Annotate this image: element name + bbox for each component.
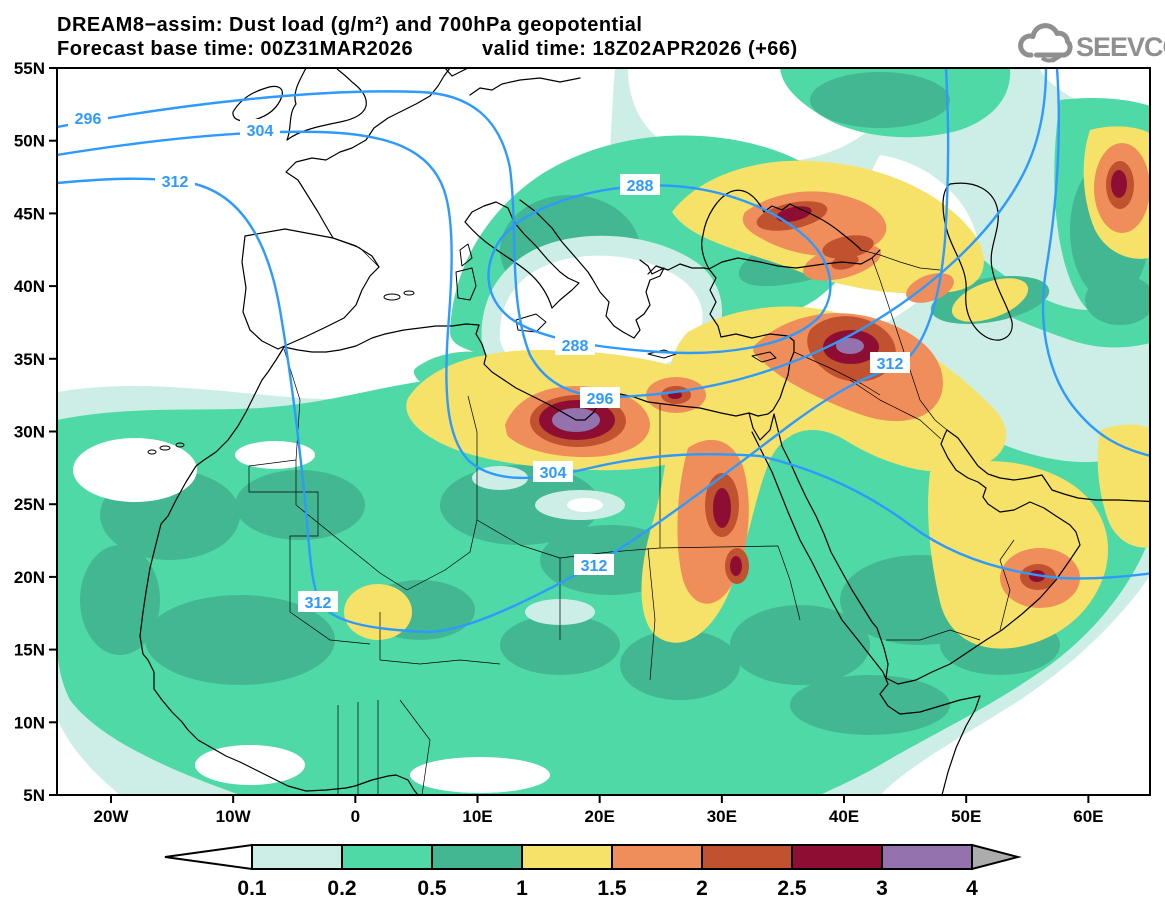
colorbar-over-arrow bbox=[971, 843, 1022, 871]
colorbar-cell bbox=[611, 844, 703, 870]
plot-area: 296 304 312 288 288 296 304 312 312 312 bbox=[57, 68, 1150, 795]
contour-label-value: 296 bbox=[75, 111, 102, 128]
lat-tick-label: 15N bbox=[14, 641, 45, 660]
contour-288-closed bbox=[487, 184, 832, 355]
forecast-base-time: Forecast base time: 00Z31MAR2026 bbox=[57, 38, 413, 60]
colorbar-value-label: 2 bbox=[696, 877, 708, 900]
contour-label-value: 312 bbox=[162, 174, 189, 191]
contour-label-value: 312 bbox=[581, 558, 608, 575]
lon-tick-label: 40E bbox=[829, 807, 859, 826]
longitude-axis: 20W 10W 0 10E 20E 30E 40E 50E 60E bbox=[94, 795, 1103, 826]
contour-label-chip bbox=[533, 461, 573, 482]
contour-label-chip bbox=[155, 170, 195, 191]
contour-label-chip bbox=[555, 334, 595, 355]
colorbar-cell bbox=[431, 844, 523, 870]
lon-tick-label: 20W bbox=[94, 807, 130, 826]
colorbar-cell bbox=[701, 844, 793, 870]
cloud-icon bbox=[1018, 23, 1073, 58]
contour-label-value: 288 bbox=[562, 338, 589, 355]
colorbar-value-label: 3 bbox=[876, 877, 888, 900]
lat-tick-label: 5N bbox=[23, 786, 45, 805]
contour-label-chip bbox=[68, 107, 108, 128]
lon-tick-label: 50E bbox=[951, 807, 981, 826]
contour-label-value: 304 bbox=[247, 123, 274, 140]
geopotential-contours bbox=[57, 68, 1150, 634]
lat-tick-label: 45N bbox=[14, 204, 45, 223]
contour-label-value: 312 bbox=[305, 595, 332, 612]
colorbar-value-label: 2.5 bbox=[777, 877, 807, 900]
contour-label-chip bbox=[620, 174, 660, 195]
lat-tick-label: 20N bbox=[14, 568, 45, 587]
lat-tick-label: 30N bbox=[14, 423, 45, 442]
cloud-swoosh-icon bbox=[1040, 54, 1062, 63]
lon-tick-label: 30E bbox=[707, 807, 737, 826]
logo-text: SEEVCCC bbox=[1076, 32, 1165, 62]
contour-label-chip bbox=[240, 119, 280, 140]
colorbar-cell bbox=[521, 844, 613, 870]
lon-tick-label: 10E bbox=[462, 807, 492, 826]
contour-label-chip bbox=[870, 352, 910, 373]
contour-label-value: 312 bbox=[877, 356, 904, 373]
lat-tick-label: 40N bbox=[14, 277, 45, 296]
contour-296-west bbox=[57, 68, 1048, 399]
colorbar-value-label: 0.1 bbox=[237, 877, 267, 900]
colorbar-cell bbox=[881, 844, 973, 870]
colorbar-cell bbox=[791, 844, 883, 870]
colorbar-under-arrow bbox=[164, 843, 253, 871]
lat-tick-label: 25N bbox=[14, 495, 45, 514]
colorbar-cell bbox=[251, 844, 343, 870]
contour-label-value: 296 bbox=[587, 391, 614, 408]
colorbar-value-label: 1.5 bbox=[597, 877, 627, 900]
colorbar-value-label: 0.2 bbox=[327, 877, 356, 900]
contour-label-group: 296 304 312 288 288 296 304 312 312 312 bbox=[68, 107, 910, 612]
lat-tick-label: 10N bbox=[14, 713, 45, 732]
contour-label-chip bbox=[580, 387, 620, 408]
lat-tick-label: 50N bbox=[14, 132, 45, 151]
country-borders bbox=[248, 237, 1015, 795]
contour-label-value: 288 bbox=[627, 178, 654, 195]
valid-time: valid time: 18Z02APR2026 (+66) bbox=[482, 38, 798, 60]
contour-304 bbox=[57, 130, 1150, 580]
contour-label-value: 304 bbox=[540, 465, 567, 482]
contour-label-chip bbox=[298, 591, 338, 612]
lon-tick-label: 60E bbox=[1073, 807, 1103, 826]
lon-tick-label: 0 bbox=[351, 807, 360, 826]
contour-label-chip bbox=[574, 554, 614, 575]
seevccc-logo: SEEVCCC bbox=[1018, 23, 1165, 63]
latitude-axis: 55N 50N 45N 40N 35N 30N 25N 20N 15N 10N 5N bbox=[14, 59, 57, 805]
colorbar-cell bbox=[341, 844, 433, 870]
dust-load-colorbar: 0.1 0.2 0.5 1 1.5 2 2.5 3 4 bbox=[164, 843, 1022, 900]
lon-tick-label: 10W bbox=[216, 807, 252, 826]
page-title: DREAM8−assim: Dust load (g/m²) and 700hP… bbox=[57, 14, 642, 36]
contour-312 bbox=[57, 68, 950, 634]
lon-tick-label: 20E bbox=[585, 807, 615, 826]
lat-tick-label: 55N bbox=[14, 59, 45, 78]
colorbar-value-label: 1 bbox=[516, 877, 528, 900]
contour-312-east bbox=[1041, 68, 1150, 457]
lat-tick-label: 35N bbox=[14, 350, 45, 369]
colorbar-value-label: 0.5 bbox=[417, 877, 447, 900]
colorbar-value-label: 4 bbox=[966, 877, 978, 900]
